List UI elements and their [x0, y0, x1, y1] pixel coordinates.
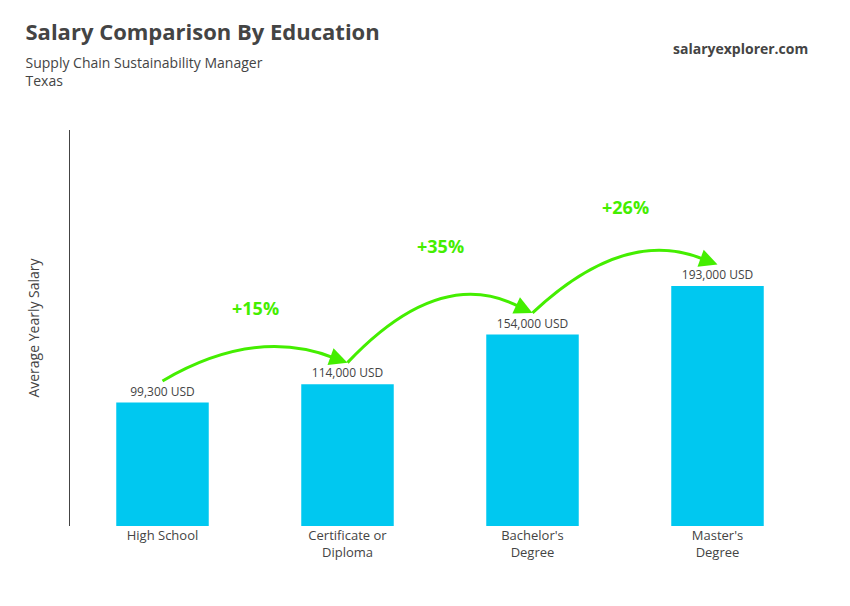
svg-text:114,000 USD: 114,000 USD — [312, 364, 383, 381]
svg-text:Master'sDegree: Master'sDegree — [692, 526, 743, 561]
svg-text:99,300 USD: 99,300 USD — [130, 383, 195, 400]
svg-text:Average Yearly Salary: Average Yearly Salary — [24, 257, 43, 397]
svg-text:High School: High School — [127, 526, 199, 544]
svg-text:Certificate orDiploma: Certificate orDiploma — [308, 526, 387, 561]
svg-text:Salary Comparison By Education: Salary Comparison By Education — [26, 16, 380, 46]
svg-text:154,000 USD: 154,000 USD — [497, 315, 568, 332]
svg-text:+35%: +35% — [417, 234, 464, 258]
svg-text:+15%: +15% — [232, 296, 279, 320]
svg-text:Supply Chain Sustainability Ma: Supply Chain Sustainability ManagerTexas — [26, 53, 263, 90]
svg-text:Bachelor'sDegree: Bachelor'sDegree — [501, 526, 564, 561]
svg-text:salaryexplorer.com: salaryexplorer.com — [673, 39, 808, 58]
svg-text:193,000 USD: 193,000 USD — [682, 266, 753, 283]
svg-text:+26%: +26% — [602, 195, 649, 219]
